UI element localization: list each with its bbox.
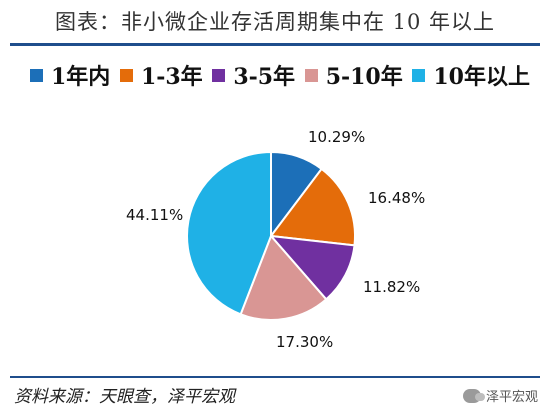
pie-slice-2 [269,167,356,247]
legend-swatch-3 [212,68,226,82]
pie-chart: 10.29% 16.48% 11.82% 17.30% 44.11% [126,128,425,351]
data-label-5: 44.11% [126,206,183,224]
data-label-2: 16.48% [368,189,425,207]
legend-label-3: 3-5年 [233,64,296,90]
legend-item-2: 1-3年 [119,59,203,91]
pie-slice-3 [268,234,356,301]
chart-title: 图表：非小微企业存活周期集中在 10 年以上 [54,10,496,34]
watermark-text: 泽平宏观 [485,390,538,405]
pie-slice-4 [239,234,328,321]
watermark: 泽平宏观 [462,386,538,405]
legend: 1年内 1-3年 3-5年 5-10年 10年以上 [30,58,530,92]
legend-label-1: 1年内 [51,64,111,90]
legend-label-4: 5-10年 [325,64,403,90]
legend-swatch-1 [30,68,43,82]
pie-slice-5 [186,150,272,316]
legend-label-5: 10年以上 [433,64,530,90]
source-note: 资料来源：天眼查，泽平宏观 [14,387,235,407]
legend-swatch-5 [412,68,426,82]
legend-swatch-4 [304,68,318,82]
legend-item-3: 3-5年 [212,59,295,91]
wechat-icon [462,388,485,403]
legend-item-1: 1年内 [30,59,110,91]
legend-label-2: 1-3年 [140,64,203,90]
legend-item-4: 5-10年 [304,59,403,91]
title-divider [10,43,540,46]
source-divider [10,376,540,378]
data-label-1: 10.29% [308,128,365,146]
data-label-3: 11.82% [363,278,420,296]
legend-swatch-2 [119,68,133,82]
pie-slices [186,150,356,321]
data-label-4: 17.30% [276,333,333,351]
legend-item-5: 10年以上 [412,59,530,91]
